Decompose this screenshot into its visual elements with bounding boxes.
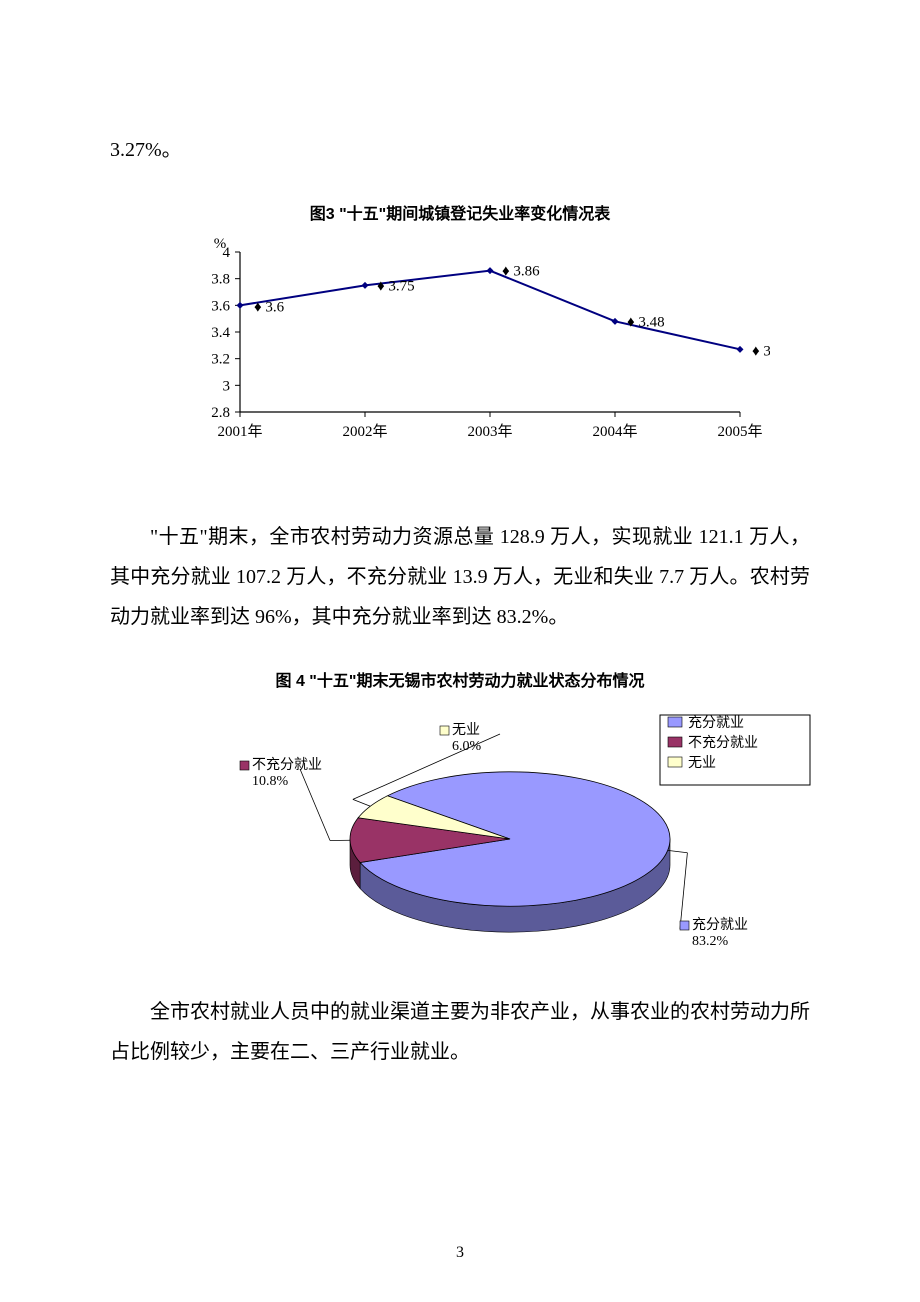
line-chart-container: %43.83.63.43.232.82001年2002年2003年2004年20… (170, 232, 810, 457)
pie-chart-title: 图 4 "十五"期末无锡市农村劳动力就业状态分布情况 (110, 667, 810, 691)
pie-chart: 充分就业83.2%不充分就业10.8%无业6.0%充分就业不充分就业无业 (220, 699, 840, 969)
svg-text:充分就业: 充分就业 (688, 715, 744, 731)
svg-text:4: 4 (223, 245, 231, 261)
svg-text:♦ 3.6: ♦ 3.6 (254, 299, 285, 315)
svg-text:不充分就业: 不充分就业 (688, 735, 758, 751)
svg-text:3: 3 (223, 378, 231, 394)
document-page: 3.27%。 图3 "十五"期间城镇登记失业率变化情况表 %43.83.63.4… (0, 0, 920, 1302)
svg-text:2004年: 2004年 (592, 423, 637, 440)
svg-text:2002年: 2002年 (342, 423, 387, 440)
mid-paragraph: "十五"期末，全市农村劳动力资源总量 128.9 万人，实现就业 121.1 万… (110, 517, 810, 637)
svg-text:3.8: 3.8 (211, 272, 230, 288)
svg-text:2001年: 2001年 (217, 423, 262, 440)
svg-text:3.4: 3.4 (211, 325, 230, 341)
svg-text:83.2%: 83.2% (692, 934, 729, 949)
page-number: 3 (0, 1244, 920, 1262)
closing-paragraph: 全市农村就业人员中的就业渠道主要为非农产业，从事农业的农村劳动力所占比例较少，主… (110, 992, 810, 1072)
svg-text:2.8: 2.8 (211, 405, 230, 421)
svg-text:3.6: 3.6 (211, 298, 230, 314)
svg-text:2003年: 2003年 (467, 423, 512, 440)
intro-line: 3.27%。 (110, 130, 810, 170)
svg-text:2005年: 2005年 (717, 423, 762, 440)
svg-text:♦ 3.27: ♦ 3.27 (752, 343, 770, 359)
svg-text:10.8%: 10.8% (252, 774, 289, 789)
svg-text:3.2: 3.2 (211, 352, 230, 368)
svg-text:♦ 3.75: ♦ 3.75 (377, 278, 415, 294)
svg-text:不充分就业: 不充分就业 (252, 757, 322, 773)
pie-chart-container: 充分就业83.2%不充分就业10.8%无业6.0%充分就业不充分就业无业 (220, 699, 810, 974)
line-chart-title: 图3 "十五"期间城镇登记失业率变化情况表 (110, 200, 810, 224)
line-chart: %43.83.63.43.232.82001年2002年2003年2004年20… (170, 232, 770, 452)
svg-text:无业: 无业 (688, 755, 716, 771)
svg-text:♦ 3.86: ♦ 3.86 (502, 264, 540, 280)
svg-text:♦ 3.48: ♦ 3.48 (627, 314, 665, 330)
svg-text:6.0%: 6.0% (452, 739, 482, 754)
svg-text:无业: 无业 (452, 722, 480, 738)
svg-text:充分就业: 充分就业 (692, 917, 748, 933)
